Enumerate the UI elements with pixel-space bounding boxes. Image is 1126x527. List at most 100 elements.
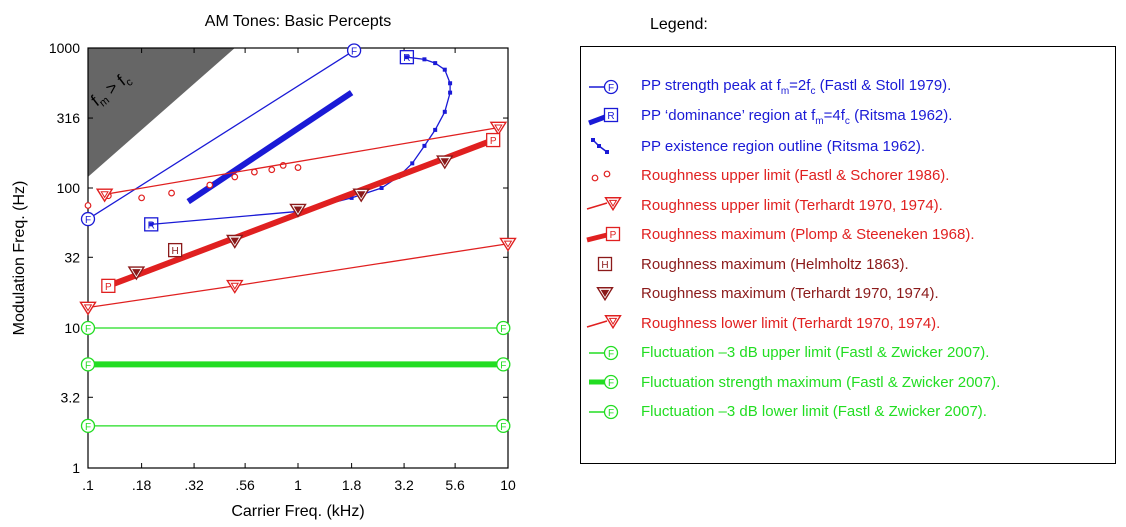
series-point-roughness-max-plomp-shape (486, 132, 501, 148)
legend-marker: P (605, 226, 621, 241)
legend-marker: R (603, 107, 619, 122)
legend-line (588, 114, 606, 125)
series-point-pp-existence (422, 57, 427, 62)
series-point-roughness-upper-fastl (138, 194, 146, 202)
series-line-roughness-upper-terhardt (104, 126, 499, 196)
legend-item: R PP ‘dominance’ region at fm=4fc (Ritsma… (581, 105, 952, 129)
legend-marker-letter: F (608, 349, 614, 360)
legend: F PP strength peak at fm=2fc (Fastl & Sto… (580, 46, 1116, 464)
series-point-pp-peak-letter: F (351, 46, 357, 57)
legend-label: Roughness maximum (Helmholtz 1863). (641, 255, 909, 273)
legend-marker (597, 144, 601, 148)
legend-item: Roughness upper limit (Fastl & Schorer 1… (581, 164, 949, 188)
legend-marker (603, 170, 611, 177)
series-point-pp-existence (149, 222, 154, 227)
legend-label: Roughness lower limit (Terhardt 1970, 19… (641, 314, 941, 332)
legend-symbol (586, 315, 622, 330)
series-point-roughness-upper-terhardt (489, 121, 508, 136)
series-point-roughness-max-plomp: P (101, 278, 116, 294)
series-point-pp-existence (433, 127, 438, 132)
legend-marker-shape (603, 374, 619, 390)
legend-label: Roughness maximum (Terhardt 1970, 1974). (641, 285, 939, 302)
legend-line (586, 202, 608, 210)
series-point-roughness-max-terhardt-inner (230, 237, 240, 245)
legend-marker: H (597, 256, 613, 272)
legend-symbol: F (589, 404, 619, 419)
x-tick-label: .1 (82, 477, 94, 493)
legend-marker-inner (608, 317, 618, 325)
series-point-roughness-max-helmholtz-letter: H (172, 246, 179, 257)
series-point-roughness-max-terhardt-inner (356, 191, 366, 199)
y-axis-label: Modulation Freq. (Hz) (11, 181, 28, 336)
x-axis-label: Carrier Freq. (kHz) (231, 503, 364, 520)
series-point-fluct-max: F (496, 357, 511, 372)
series-point-fluct-max-letter: F (85, 360, 91, 371)
x-tick-label: 5.6 (445, 477, 465, 493)
y-tick-label: 100 (57, 180, 81, 196)
series-line-roughness-lower-terhardt (87, 243, 509, 309)
shaded-region (88, 48, 235, 177)
series-point-pp-peak: F (346, 43, 362, 58)
y-tick-label: 32 (64, 249, 80, 265)
series-point-pp-peak-letter: F (85, 215, 91, 226)
legend-marker: F (603, 345, 619, 360)
legend-item: P Roughness maximum (Plomp & Steeneken 19… (581, 223, 975, 247)
legend-label: Roughness upper limit (Fastl & Schorer 1… (641, 167, 950, 184)
legend-symbol: H (597, 256, 613, 272)
legend-marker (591, 138, 595, 142)
legend-label: Fluctuation –3 dB lower limit (Fastl & Z… (641, 403, 987, 420)
legend-marker-shape (603, 404, 619, 419)
legend-marker-shape (603, 345, 619, 360)
legend-marker: F (603, 404, 619, 419)
series-point-roughness-max-helmholtz: H (167, 242, 183, 258)
series-point-pp-peak: F (80, 211, 96, 227)
legend-item: PP existence region outline (Ritsma 1962… (581, 134, 925, 158)
series-point-roughness-lower-terhardt (226, 279, 244, 294)
series-point-roughness-upper-terhardt (95, 188, 114, 203)
legend-marker-letter: P (610, 230, 617, 241)
series-point-fluct-lower-letter: F (500, 422, 506, 433)
chart-title: AM Tones: Basic Percepts (205, 13, 391, 30)
legend-symbol: F (589, 79, 619, 95)
series-point-roughness-max-terhardt (127, 266, 146, 281)
series-point-roughness-upper-terhardt-inner (494, 124, 503, 132)
legend-label: PP strength peak at fm=2fc (Fastl & Stol… (641, 77, 952, 97)
series-point-roughness-upper-fastl (268, 166, 276, 174)
legend-marker-shape (597, 256, 613, 272)
legend-label: Roughness maximum (Plomp & Steeneken 196… (641, 226, 975, 243)
x-tick-label: 1 (294, 477, 302, 493)
series-point-pp-existence (448, 90, 453, 95)
series-point-roughness-max-terhardt (289, 203, 307, 218)
legend-marker (604, 315, 622, 330)
chart: AM Tones: Basic Percepts fm > fc.1.18.32… (11, 13, 517, 520)
series-point-pp-peak-shape (346, 43, 362, 58)
legend-marker (604, 197, 622, 212)
series-point-roughness-max-plomp-shape (101, 278, 116, 294)
series-point-roughness-upper-fastl (231, 173, 239, 181)
series-point-pp-existence (379, 186, 384, 190)
legend-marker-inner (608, 199, 618, 207)
series-line-pp-peak (87, 49, 355, 220)
legend-marker: F (603, 374, 619, 390)
series-point-fluct-max-shape (496, 357, 511, 372)
series-point-roughness-upper-terhardt-inner (100, 191, 109, 199)
series-point-pp-existence (448, 81, 453, 86)
series-point-roughness-upper-fastl (206, 181, 214, 189)
legend-marker-letter: F (608, 83, 614, 94)
legend-label: Fluctuation strength maximum (Fastl & Zw… (641, 373, 1001, 391)
series-point-roughness-upper-fastl (294, 164, 302, 171)
y-tick-label: 1 (72, 460, 80, 476)
series-point-roughness-upper-fastl (168, 189, 175, 197)
series-point-roughness-max-terhardt-inner (440, 158, 450, 166)
series-point-fluct-upper-letter: F (500, 324, 506, 335)
x-tick-label: .56 (235, 477, 255, 493)
legend-marker-letter: H (601, 260, 608, 271)
series-point-pp-existence (442, 67, 447, 72)
y-tick-label: 1000 (49, 40, 80, 56)
legend-line (586, 232, 608, 242)
series-point-pp-peak-shape (80, 211, 96, 227)
series-point-pp-existence (349, 195, 354, 200)
legend-label: PP ‘dominance’ region at fm=4fc (Ritsma … (641, 106, 953, 127)
series-point-roughness-max-helmholtz-shape (167, 242, 183, 258)
series-point-fluct-max-shape (80, 357, 96, 372)
